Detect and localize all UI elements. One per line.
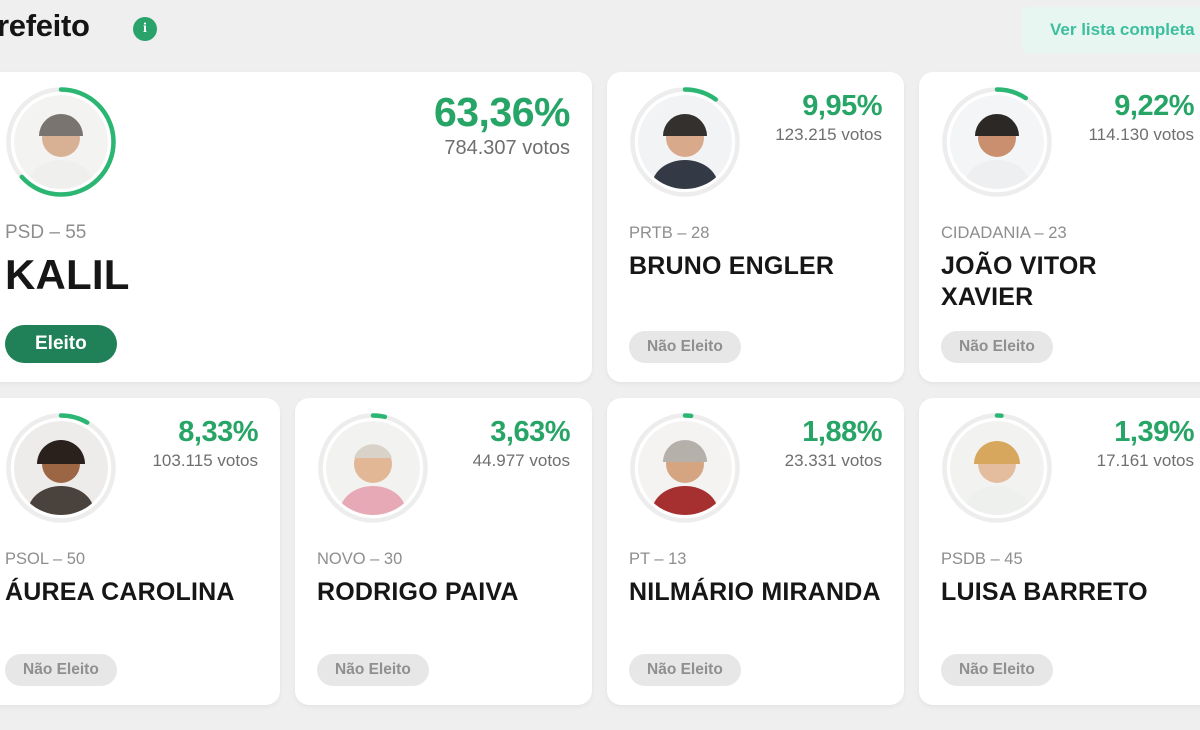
votes-count: 103.115 votos	[152, 451, 258, 470]
party-number: PRTB – 28	[629, 224, 710, 242]
card-top: 3,63% 44.977 votos	[317, 412, 571, 524]
progress-ring	[942, 413, 1052, 523]
candidate-photo	[629, 412, 741, 524]
card-top: 9,95% 123.215 votos	[629, 86, 882, 198]
page-title: refeito	[0, 8, 90, 43]
status-badge: Não Eleito	[629, 331, 741, 363]
candidate-card[interactable]: 3,63% 44.977 votos NOVO – 30 RODRIGO PAI…	[295, 398, 592, 705]
party-number: PT – 13	[629, 550, 687, 568]
party-number: PSD – 55	[5, 222, 87, 243]
votes-count: 44.977 votos	[472, 451, 570, 470]
candidate-name: JOÃO VITOR XAVIER	[941, 252, 1097, 312]
candidate-card[interactable]: 63,36% 784.307 votos PSD – 55 KALIL Elei…	[0, 72, 592, 382]
progress-ring	[6, 413, 116, 523]
progress-ring	[630, 413, 740, 523]
candidate-name: LUISA BARRETO	[941, 578, 1148, 606]
party-number: PSDB – 45	[941, 550, 1023, 568]
status-badge: Não Eleito	[941, 331, 1053, 363]
percent-value: 1,88%	[802, 416, 882, 448]
percent-value: 63,36%	[433, 89, 571, 135]
percent-value: 8,33%	[178, 416, 258, 448]
candidate-name: NILMÁRIO MIRANDA	[629, 578, 881, 606]
candidate-photo	[5, 412, 117, 524]
info-icon[interactable]: i	[133, 17, 157, 41]
candidate-name: BRUNO ENGLER	[629, 252, 835, 280]
card-top: 9,22% 114.130 votos	[941, 86, 1194, 198]
progress-ring	[630, 87, 740, 197]
candidate-photo	[941, 412, 1053, 524]
votes-count: 114.130 votos	[1088, 125, 1194, 144]
votes-count: 123.215 votos	[775, 125, 882, 144]
candidate-photo	[629, 86, 741, 198]
candidate-card[interactable]: 8,33% 103.115 votos PSOL – 50 ÁUREA CARO…	[0, 398, 280, 705]
card-top: 1,88% 23.331 votos	[629, 412, 883, 524]
party-number: NOVO – 30	[317, 550, 403, 568]
votes-count: 23.331 votos	[784, 451, 882, 470]
votes-count: 17.161 votos	[1096, 451, 1194, 470]
card-top: 8,33% 103.115 votos	[5, 412, 258, 524]
card-top: 63,36% 784.307 votos	[5, 86, 571, 198]
status-badge: Não Eleito	[5, 654, 117, 686]
percent-value: 9,22%	[1114, 90, 1194, 122]
status-badge: Não Eleito	[629, 654, 741, 686]
page-header: refeito i Ver lista completa →	[0, 0, 1200, 66]
votes-count: 784.307 votos	[444, 137, 570, 159]
candidate-name: ÁUREA CAROLINA	[5, 578, 235, 606]
status-badge: Não Eleito	[317, 654, 429, 686]
progress-ring	[6, 87, 116, 197]
candidate-card[interactable]: 9,95% 123.215 votos PRTB – 28 BRUNO ENGL…	[607, 72, 904, 382]
view-full-list-label: Ver lista completa	[1050, 20, 1195, 39]
percent-value: 1,39%	[1114, 416, 1194, 448]
progress-ring	[942, 87, 1052, 197]
percent-value: 3,63%	[490, 416, 570, 448]
progress-ring	[318, 413, 428, 523]
card-top: 1,39% 17.161 votos	[941, 412, 1195, 524]
candidate-photo	[317, 412, 429, 524]
candidate-card[interactable]: 1,88% 23.331 votos PT – 13 NILMÁRIO MIRA…	[607, 398, 904, 705]
candidate-photo	[941, 86, 1053, 198]
status-badge: Eleito	[5, 325, 117, 363]
percent-value: 9,95%	[802, 90, 882, 122]
candidate-photo	[5, 86, 117, 198]
candidate-card[interactable]: 1,39% 17.161 votos PSDB – 45 LUISA BARRE…	[919, 398, 1200, 705]
candidate-card[interactable]: 9,22% 114.130 votos CIDADANIA – 23 JOÃO …	[919, 72, 1200, 382]
party-number: CIDADANIA – 23	[941, 224, 1067, 242]
party-number: PSOL – 50	[5, 550, 86, 568]
candidate-name: KALIL	[5, 251, 130, 298]
view-full-list-link[interactable]: Ver lista completa →	[1022, 7, 1200, 53]
status-badge: Não Eleito	[941, 654, 1053, 686]
candidate-name: RODRIGO PAIVA	[317, 578, 519, 606]
